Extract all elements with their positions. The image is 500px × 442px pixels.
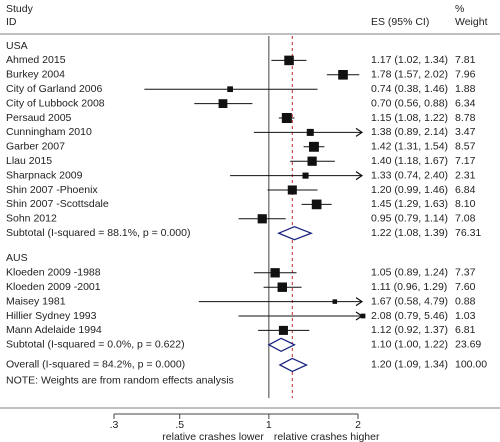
- study-0-3-es: 0.70 (0.56, 0.88): [371, 97, 448, 109]
- study-0-0-point: [287, 59, 291, 62]
- study-0-4-es: 1.15 (1.08, 1.22): [371, 112, 448, 124]
- study-0-9-label: Shin 2007 -Phoenix: [6, 184, 98, 196]
- overall-label: Overall (I-squared = 84.2%, p = 0.000): [6, 359, 185, 371]
- study-0-7-label: Llau 2015: [6, 155, 52, 167]
- header-es: ES (95% CI): [371, 16, 430, 28]
- subtotal-0-label: Subtotal (I-squared = 88.1%, p = 0.000): [6, 227, 190, 239]
- overall-diamond: [278, 357, 309, 373]
- header-weight-pct: %: [455, 3, 465, 15]
- study-0-11-es: 0.95 (0.79, 1.14): [371, 213, 448, 225]
- study-1-4-weight: 6.81: [455, 324, 476, 336]
- study-1-2-label: Maisey 1981: [6, 295, 66, 307]
- study-1-3-weight: 1.03: [455, 310, 476, 322]
- study-0-9-weight: 6.84: [455, 184, 476, 196]
- study-0-1-es: 1.78 (1.57, 2.02): [371, 69, 448, 81]
- study-1-3-point: [361, 314, 365, 318]
- study-0-5-es: 1.38 (0.89, 2.14): [371, 126, 448, 138]
- study-0-10-label: Shin 2007 -Scottsdale: [6, 198, 109, 210]
- overall-es: 1.20 (1.09, 1.34): [371, 359, 448, 371]
- group-0-label: USA: [6, 40, 28, 52]
- header-weight: Weight: [455, 16, 488, 28]
- study-0-9-point: [290, 188, 294, 192]
- study-0-5-point: [308, 131, 312, 134]
- study-0-2-weight: 1.88: [455, 83, 476, 95]
- study-0-6-es: 1.42 (1.31, 1.54): [371, 141, 448, 153]
- study-0-7-weight: 7.17: [455, 155, 476, 167]
- group-1-label: AUS: [6, 252, 28, 264]
- subtotal-1-label: Subtotal (I-squared = 0.0%, p = 0.622): [6, 339, 185, 351]
- study-1-0-weight: 7.37: [455, 267, 476, 279]
- study-0-0-weight: 7.81: [455, 54, 476, 66]
- study-0-8-es: 1.33 (0.74, 2.40): [371, 169, 448, 181]
- study-0-1-point: [341, 73, 345, 77]
- study-0-3-label: City of Lubbock 2008: [6, 97, 105, 109]
- study-1-1-weight: 7.60: [455, 281, 476, 293]
- study-0-8-arrow: [355, 171, 364, 181]
- study-1-3-label: Hillier Sydney 1993: [6, 310, 97, 322]
- subtotal-0-es: 1.22 (1.08, 1.39): [371, 227, 448, 239]
- header-study: Study: [6, 3, 33, 15]
- study-0-0-es: 1.17 (1.02, 1.34): [371, 54, 448, 66]
- study-0-6-point: [312, 145, 316, 149]
- study-0-7-point: [310, 159, 314, 163]
- subtotal-0-weight: 76.31: [455, 227, 481, 239]
- x-label-lower: relative crashes lower: [162, 431, 264, 442]
- study-0-8-label: Sharpnack 2009: [6, 169, 83, 181]
- subtotal-0-diamond: [277, 225, 314, 241]
- subtotal-1-diamond: [267, 337, 296, 353]
- study-1-4-es: 1.12 (0.92, 1.37): [371, 324, 448, 336]
- study-0-2-point: [228, 87, 232, 91]
- study-0-2-label: City of Garland 2006: [6, 83, 102, 95]
- study-1-0-es: 1.05 (0.89, 1.24): [371, 267, 448, 279]
- study-0-0-label: Ahmed 2015: [6, 54, 66, 66]
- study-1-0-label: Kloeden 2009 -1988: [6, 267, 101, 279]
- study-1-4-point: [282, 329, 285, 332]
- x-tick-label-1: .5: [175, 419, 184, 431]
- study-0-5-arrow: [355, 127, 364, 137]
- study-0-11-point: [260, 217, 264, 221]
- note-text: NOTE: Weights are from random effects an…: [6, 375, 234, 387]
- subtotal-1-weight: 23.69: [455, 339, 481, 351]
- study-0-11-weight: 7.08: [455, 213, 476, 225]
- study-1-2-es: 1.67 (0.58, 4.79): [371, 295, 448, 307]
- study-0-8-weight: 2.31: [455, 169, 476, 181]
- study-0-7-es: 1.40 (1.18, 1.67): [371, 155, 448, 167]
- study-1-4-label: Mann Adelaide 1994: [6, 324, 102, 336]
- study-1-0-point: [273, 271, 277, 275]
- study-0-6-weight: 8.57: [455, 141, 476, 153]
- x-label-higher: relative crashes higher: [274, 431, 380, 442]
- study-0-4-label: Persaud 2005: [6, 112, 72, 124]
- study-0-8-point: [304, 174, 307, 177]
- study-0-3-point: [221, 102, 225, 105]
- study-0-5-label: Cunningham 2010: [6, 126, 92, 138]
- study-0-5-weight: 3.47: [455, 126, 476, 138]
- study-1-1-point: [280, 285, 284, 289]
- subtotal-1-es: 1.10 (1.00, 1.22): [371, 339, 448, 351]
- study-1-2-point: [333, 300, 337, 303]
- study-0-9-es: 1.20 (0.99, 1.46): [371, 184, 448, 196]
- header-id: ID: [6, 16, 17, 28]
- x-tick-label-3: 2: [355, 419, 361, 431]
- study-1-1-label: Kloeden 2009 -2001: [6, 281, 101, 293]
- x-tick-label-0: .3: [110, 419, 119, 431]
- study-0-2-es: 0.74 (0.38, 1.46): [371, 83, 448, 95]
- study-1-3-es: 2.08 (0.79, 5.46): [371, 310, 448, 322]
- study-0-10-point: [315, 203, 318, 206]
- study-0-6-label: Garber 2007: [6, 141, 65, 153]
- study-1-1-es: 1.11 (0.96, 1.29): [371, 281, 447, 293]
- study-1-2-weight: 0.88: [455, 295, 476, 307]
- study-0-4-weight: 8.78: [455, 112, 476, 124]
- study-0-1-label: Burkey 2004: [6, 69, 65, 81]
- x-tick-label-2: 1: [266, 419, 272, 431]
- study-0-1-weight: 7.96: [455, 69, 476, 81]
- study-0-10-es: 1.45 (1.29, 1.63): [371, 198, 448, 210]
- overall-weight: 100.00: [455, 359, 487, 371]
- study-0-10-weight: 8.10: [455, 198, 476, 210]
- study-0-4-point: [285, 116, 289, 120]
- study-0-3-weight: 6.34: [455, 97, 476, 109]
- study-0-11-label: Sohn 2012: [6, 213, 57, 225]
- study-1-2-arrow: [355, 297, 364, 307]
